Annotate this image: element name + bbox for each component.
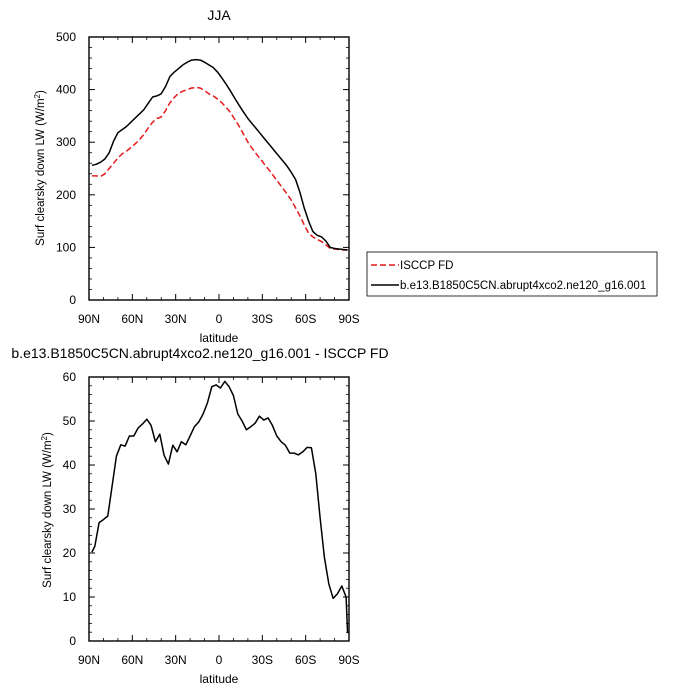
x-tick-label: 60N	[121, 312, 143, 326]
y-tick-label: 500	[56, 30, 76, 44]
top-y-axis: 0 100 200 300 400 500	[56, 30, 349, 307]
top-panel: JJA 90N 60N 30N 0 30S 60S 90S 0 100 200 300 400 500…	[33, 7, 360, 345]
y-tick-label: 50	[63, 414, 77, 428]
x-tick-label: 60S	[295, 653, 316, 667]
top-x-axis: 90N 60N 30N 0 30S 60S 90S	[78, 37, 360, 326]
bottom-y-axis-label-main: Surf clearsky down LW (W/m	[42, 440, 54, 587]
x-tick-label: 90N	[78, 312, 100, 326]
x-tick-label: 60S	[295, 312, 316, 326]
y-tick-label: 30	[63, 502, 77, 516]
x-tick-label: 90S	[338, 312, 359, 326]
legend-frame	[366, 251, 658, 297]
y-tick-label: 0	[69, 634, 76, 648]
series-line-0	[91, 380, 349, 634]
top-y-axis-label-sup: 2	[33, 93, 42, 98]
top-y-axis-label-main: Surf clearsky down LW (W/m	[35, 98, 47, 245]
top-x-axis-label: latitude	[200, 331, 239, 345]
y-tick-label: 400	[56, 83, 76, 97]
y-tick-label: 40	[63, 458, 77, 472]
top-y-axis-label-close: )	[35, 90, 47, 94]
top-plot-frame	[88, 36, 350, 301]
series-line-0	[91, 86, 348, 251]
series-line-1	[91, 58, 348, 251]
bottom-x-axis: 90N 60N 30N 0 30S 60S 90S	[78, 377, 360, 667]
x-tick-label: 30N	[165, 653, 187, 667]
x-tick-label: 90S	[338, 653, 359, 667]
x-tick-label: 90N	[78, 653, 100, 667]
bottom-y-axis: 0 10 20 30 40 50 60	[63, 370, 349, 648]
x-tick-label: 30S	[252, 653, 273, 667]
y-tick-label: 60	[63, 370, 77, 384]
x-tick-label: 0	[216, 653, 223, 667]
bottom-chart-title: b.e13.B1850C5CN.abrupt4xco2.ne120_g16.00…	[11, 345, 388, 361]
y-tick-label: 100	[56, 240, 76, 254]
top-chart-title: JJA	[207, 7, 231, 23]
x-tick-label: 60N	[121, 653, 143, 667]
bottom-panel: b.e13.B1850C5CN.abrupt4xco2.ne120_g16.00…	[11, 345, 388, 686]
y-tick-label: 10	[63, 590, 77, 604]
legend-label-model: b.e13.B1850C5CN.abrupt4xco2.ne120_g16.00…	[400, 280, 646, 292]
bottom-plot-frame	[88, 376, 350, 642]
y-tick-label: 300	[56, 135, 76, 149]
y-tick-label: 0	[69, 293, 76, 307]
x-tick-label: 30S	[252, 312, 273, 326]
x-tick-label: 0	[216, 312, 223, 326]
top-series-lines	[91, 58, 348, 251]
bottom-y-axis-label-close: )	[42, 432, 54, 436]
x-tick-label: 30N	[165, 312, 187, 326]
y-tick-label: 20	[63, 546, 77, 560]
bottom-series-lines	[91, 380, 349, 634]
legend: ISCCP FD b.e13.B1850C5CN.abrupt4xco2.ne1…	[366, 251, 658, 297]
legend-label-isccp: ISCCP FD	[400, 260, 453, 272]
y-tick-label: 200	[56, 188, 76, 202]
top-y-axis-label: Surf clearsky down LW (W/m2)	[33, 90, 47, 246]
bottom-y-axis-label-sup: 2	[40, 435, 49, 440]
bottom-y-axis-label: Surf clearsky down LW (W/m2)	[40, 432, 54, 588]
bottom-x-axis-label: latitude	[200, 672, 239, 686]
